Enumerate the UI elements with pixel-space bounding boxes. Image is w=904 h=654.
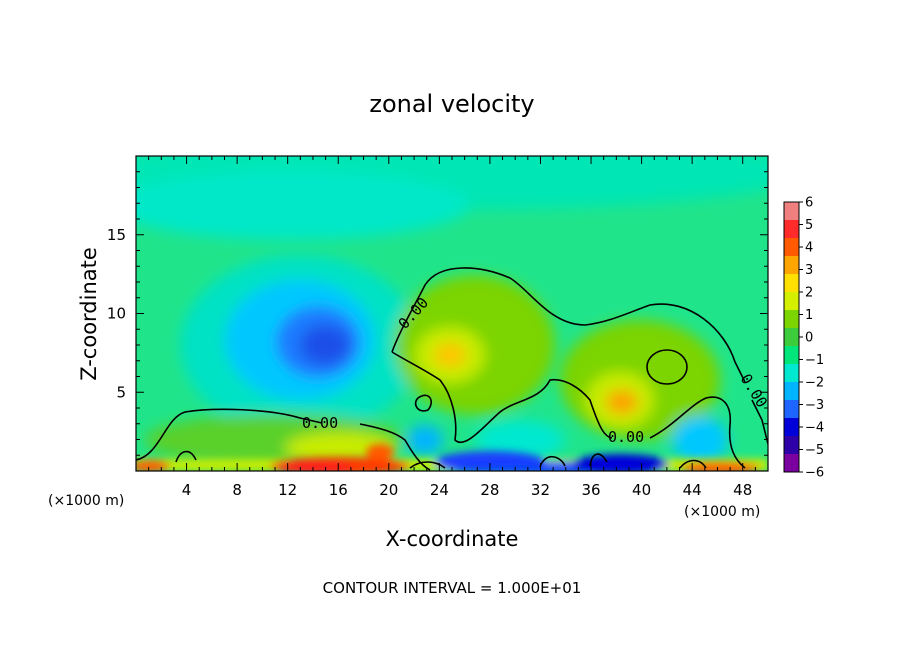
contour-label: 0.00 [302, 414, 338, 432]
colorbar-swatch [784, 364, 799, 383]
colorbar-swatch [784, 328, 799, 347]
contour-label: 0.00 [608, 428, 644, 446]
colorbar-swatch [784, 274, 799, 293]
colorbar-swatch [784, 346, 799, 365]
x-tick-label: 32 [531, 481, 550, 499]
y-tick-label: 15 [107, 226, 126, 244]
colorbar-tick-label: 0 [805, 331, 813, 346]
colorbar-swatch [784, 418, 799, 437]
colorbar-swatch [784, 220, 799, 239]
chart-title: zonal velocity [369, 90, 534, 118]
x-tick-label: 24 [430, 481, 449, 499]
x-tick-label: 48 [733, 481, 752, 499]
colorbar-tick-label: 2 [805, 286, 813, 301]
colorbar-swatch [784, 436, 799, 455]
colorbar-tick-label: 6 [805, 196, 813, 211]
colorbar-tick-label: −5 [805, 443, 824, 458]
colorbar-tick-label: −3 [805, 398, 824, 413]
colorbar-swatch [784, 454, 799, 473]
y-axis-label: Z-coordinate [77, 247, 101, 381]
x-axis-label: X-coordinate [386, 527, 519, 551]
x-tick-label: 16 [329, 481, 348, 499]
x-axis-ticks: 4 8 12 16 20 24 28 32 36 40 44 48 [148, 156, 756, 499]
colorbar-swatch [784, 256, 799, 275]
x-unit-label-right: (×1000 m) [684, 504, 760, 520]
x-tick-label: 44 [683, 481, 702, 499]
colorbar-swatch [784, 400, 799, 419]
colorbar-tick-label: −4 [805, 421, 824, 436]
colorbar-swatch [784, 292, 799, 311]
y-tick-label: 5 [116, 383, 126, 401]
colorbar: 6 5 4 3 2 1 0 −1 −2 −3 −4 −5 −6 [783, 196, 824, 481]
x-tick-label: 20 [379, 481, 398, 499]
colorbar-tick-label: −2 [805, 376, 824, 391]
colorbar-tick-label: −6 [805, 466, 824, 481]
x-tick-label: 40 [632, 481, 651, 499]
colorbar-tick-label: 3 [805, 263, 813, 278]
colorbar-tick-label: 5 [805, 218, 813, 233]
y-axis-ticks: 5 10 15 [107, 171, 768, 456]
plot-area: 0.00 0.00 0.00 0.00 [136, 156, 768, 471]
colorbar-swatch [784, 310, 799, 329]
colorbar-tick-label: 1 [805, 308, 813, 323]
zero-contours [136, 267, 768, 471]
field-blobs [136, 156, 768, 466]
x-tick-label: 28 [480, 481, 499, 499]
x-tick-label: 8 [232, 481, 242, 499]
x-tick-label: 12 [278, 481, 297, 499]
x-tick-label: 4 [182, 481, 192, 499]
y-tick-label: 10 [107, 305, 126, 323]
x-tick-label: 36 [581, 481, 600, 499]
colorbar-swatch [784, 202, 799, 221]
colorbar-swatch [784, 382, 799, 401]
x-unit-label-left: (×1000 m) [48, 493, 124, 509]
colorbar-swatch [784, 238, 799, 257]
colorbar-tick-label: 4 [805, 241, 813, 256]
colorbar-tick-label: −1 [805, 353, 824, 368]
contour-interval-note: CONTOUR INTERVAL = 1.000E+01 [323, 579, 582, 597]
